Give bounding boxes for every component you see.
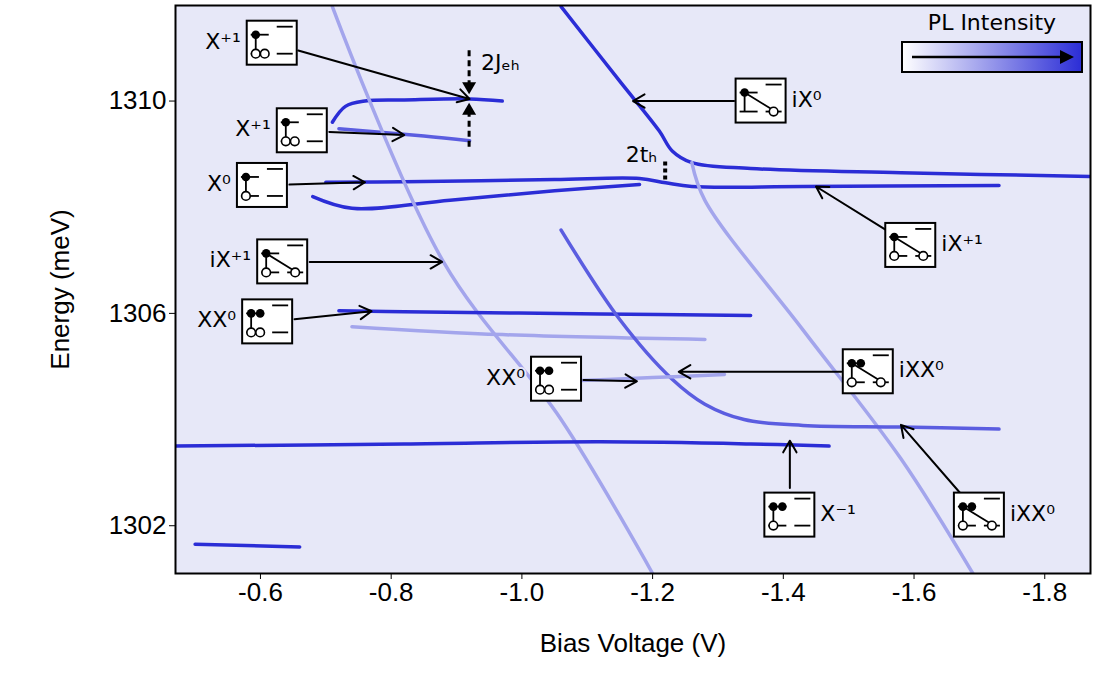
svg-text:-1.0: -1.0: [499, 577, 544, 607]
svg-text:1310: 1310: [109, 85, 167, 115]
svg-text:-1.2: -1.2: [630, 577, 675, 607]
svg-text:iX⁺¹: iX⁺¹: [941, 231, 983, 256]
svg-text:2Jₑₕ: 2Jₑₕ: [481, 50, 520, 75]
svg-text:-0.6: -0.6: [238, 577, 283, 607]
svg-text:X⁺¹: X⁺¹: [235, 116, 271, 141]
svg-text:1306: 1306: [109, 298, 167, 328]
svg-text:Bias Voltage (V): Bias Voltage (V): [540, 628, 726, 658]
svg-text:1302: 1302: [109, 510, 167, 540]
svg-text:iXX⁰: iXX⁰: [1010, 501, 1055, 526]
svg-text:-1.6: -1.6: [892, 577, 937, 607]
svg-text:-0.8: -0.8: [369, 577, 414, 607]
svg-text:iX⁰: iX⁰: [792, 87, 822, 112]
svg-text:iX⁺¹: iX⁺¹: [210, 247, 252, 272]
svg-text:2tₕ: 2tₕ: [626, 142, 658, 167]
svg-text:X⁰: X⁰: [207, 171, 231, 196]
svg-text:PL Intensity: PL Intensity: [928, 10, 1056, 35]
svg-text:Energy (meV): Energy (meV): [45, 209, 75, 369]
svg-text:X⁻¹: X⁻¹: [820, 501, 856, 526]
svg-text:XX⁰: XX⁰: [197, 307, 236, 332]
svg-text:iXX⁰: iXX⁰: [899, 357, 944, 382]
svg-text:XX⁰: XX⁰: [486, 365, 525, 390]
svg-text:X⁺¹: X⁺¹: [205, 29, 241, 54]
svg-text:-1.4: -1.4: [761, 577, 806, 607]
svg-text:-1.8: -1.8: [1022, 577, 1067, 607]
